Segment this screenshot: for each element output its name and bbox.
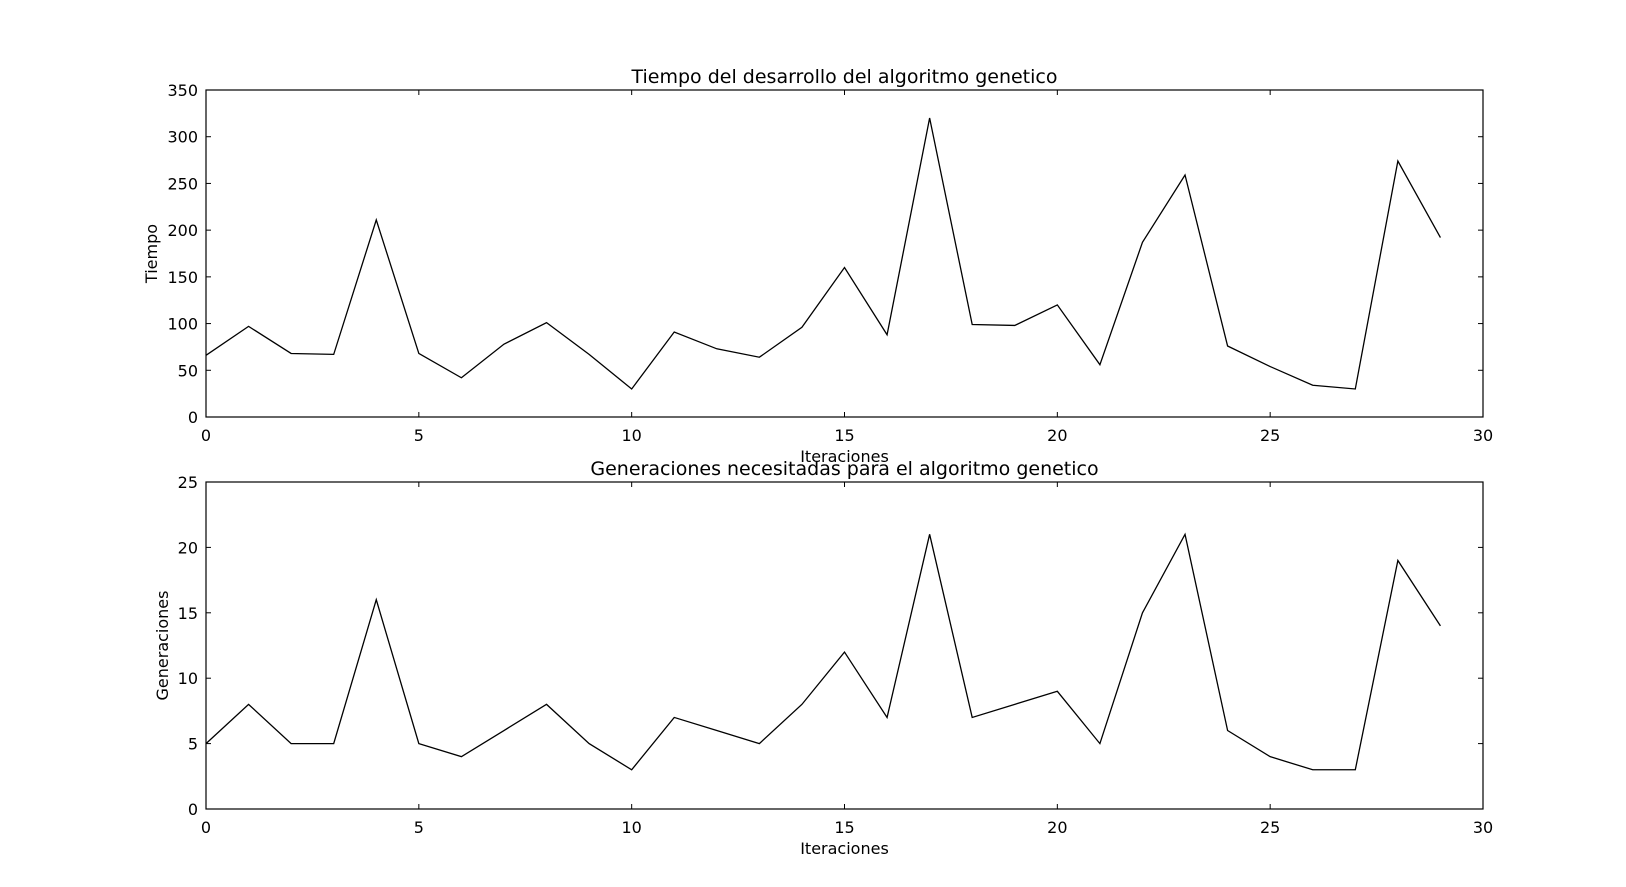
series-line-1 [205, 117, 1441, 390]
x-tick-label: 5 [414, 818, 424, 837]
x-tick-label: 20 [1047, 818, 1067, 837]
y-tick-label: 300 [167, 128, 198, 147]
series-line-1 [205, 532, 1441, 771]
y-tick-label: 100 [167, 315, 198, 334]
x-tick-label: 30 [1473, 426, 1493, 445]
x-tick-label: 10 [621, 818, 641, 837]
y-tick-label: 0 [188, 408, 198, 427]
x-tick-label: 15 [834, 818, 854, 837]
y-tick-label: 20 [178, 538, 198, 557]
y-axis-label: Generaciones [153, 591, 172, 701]
chart-title: Generaciones necesitadas para el algorit… [590, 458, 1098, 480]
x-tick-label: 15 [834, 426, 854, 445]
chart-2: 0 5 10 15 20 25 30 0 5 10 15 20 25 Generaciones neces… [153, 458, 1493, 858]
x-tick-label: 0 [201, 426, 211, 445]
chart-1: 0 5 10 15 20 25 30050100150200250300350Tiempo … [142, 66, 1493, 466]
y-tick-label: 50 [178, 361, 198, 380]
x-tick-label: 25 [1260, 818, 1280, 837]
y-tick-label: 25 [178, 473, 198, 492]
y-tick-label: 200 [167, 221, 198, 240]
plot-frame [205, 89, 1484, 418]
x-tick-label: 10 [621, 426, 641, 445]
x-tick-label: 25 [1260, 426, 1280, 445]
x-tick-label: 0 [201, 818, 211, 837]
x-axis-label: Iteraciones [800, 839, 889, 858]
y-tick-label: 0 [188, 800, 198, 819]
x-axis-label: Iteraciones [800, 447, 889, 466]
plot-frame [205, 481, 1484, 810]
y-tick-label: 15 [178, 604, 198, 623]
y-tick-label: 10 [178, 669, 198, 688]
y-axis-label: Tiempo [142, 224, 161, 284]
x-tick-label: 30 [1473, 818, 1493, 837]
y-tick-label: 350 [167, 81, 198, 100]
x-tick-label: 5 [414, 426, 424, 445]
y-tick-label: 250 [167, 174, 198, 193]
y-tick-label: 5 [188, 735, 198, 754]
chart-title: Tiempo del desarrollo del algoritmo gene… [631, 66, 1058, 88]
y-tick-label: 150 [167, 268, 198, 287]
x-tick-label: 20 [1047, 426, 1067, 445]
